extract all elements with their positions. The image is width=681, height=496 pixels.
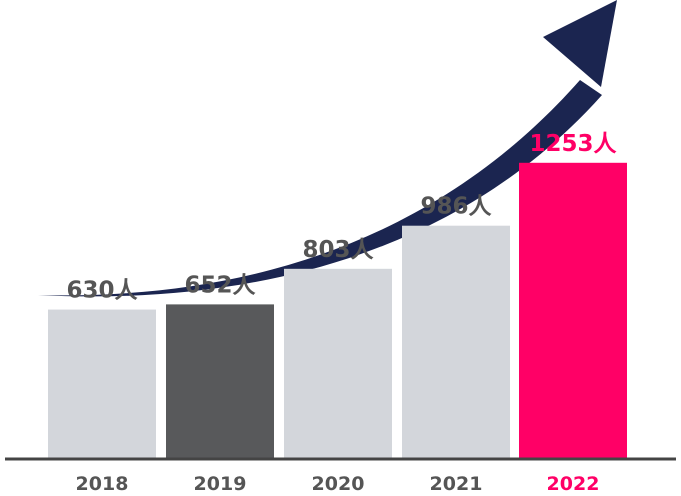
bar-2020 bbox=[284, 268, 392, 458]
trend-arrow-body bbox=[38, 80, 602, 297]
trend-arrow-head bbox=[543, 0, 617, 87]
x-tick-label-2019: 2019 bbox=[194, 473, 247, 495]
value-label-2018: 630人 bbox=[66, 278, 138, 304]
bar-2019 bbox=[166, 304, 274, 458]
x-tick-label-2020: 2020 bbox=[312, 473, 365, 495]
value-label-2021: 986人 bbox=[420, 194, 492, 220]
value-label-2019: 652人 bbox=[184, 272, 256, 298]
x-tick-label-2022: 2022 bbox=[547, 473, 600, 495]
bar-2018 bbox=[48, 309, 156, 458]
value-label-2020: 803人 bbox=[302, 237, 374, 263]
bar-2021 bbox=[402, 225, 510, 458]
bar-2022 bbox=[519, 162, 627, 458]
x-tick-label-2018: 2018 bbox=[76, 473, 129, 495]
x-tick-label-2021: 2021 bbox=[430, 473, 483, 495]
value-label-2022: 1253人 bbox=[529, 131, 617, 157]
